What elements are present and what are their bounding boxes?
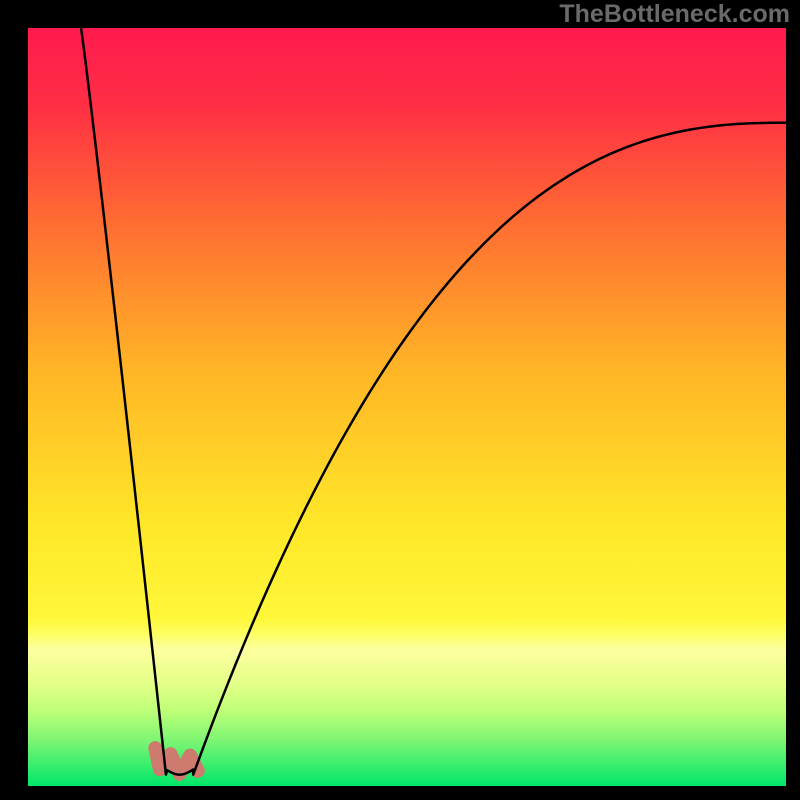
plot-area: [28, 28, 786, 786]
watermark-text: TheBottleneck.com: [559, 0, 790, 29]
curve-layer: [28, 28, 786, 786]
bottleneck-curve: [81, 28, 786, 775]
chart-frame: TheBottleneck.com: [0, 0, 800, 800]
